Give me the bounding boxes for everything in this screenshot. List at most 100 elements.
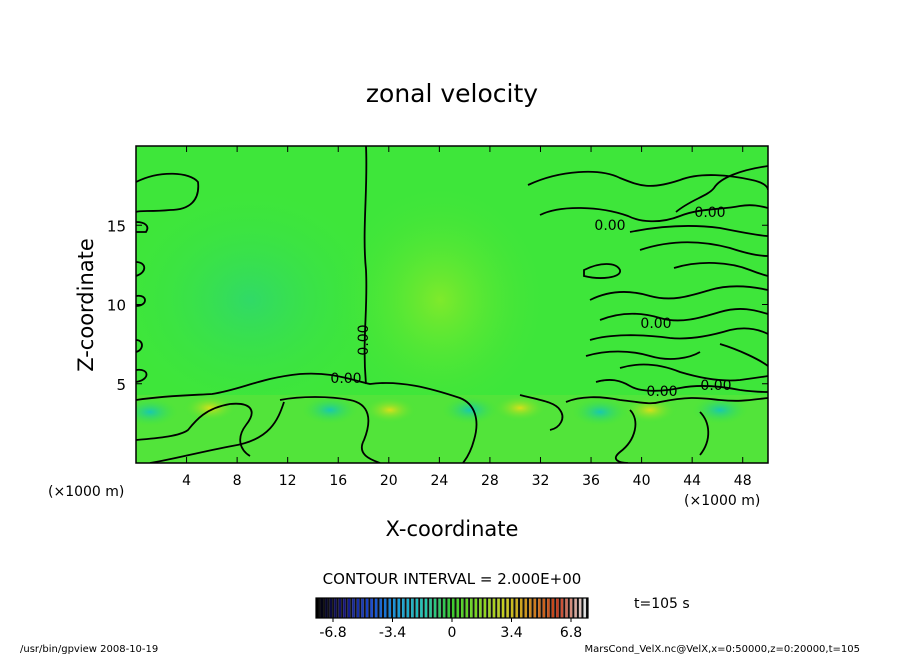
contour-line: [619, 363, 768, 382]
colorbar-cell: [343, 598, 346, 618]
contour-line: [675, 165, 768, 213]
colorbar-gap: [409, 598, 412, 618]
contour-line: [136, 221, 149, 233]
colorbar-cell: [402, 598, 405, 618]
colorbar-gap: [431, 598, 434, 618]
colorbar-cell: [497, 598, 500, 618]
colorbar-gap: [468, 598, 471, 618]
colorbar-gap: [363, 598, 366, 618]
colorbar-gap: [508, 598, 511, 618]
colorbar-cell: [384, 598, 387, 618]
contour-line: [363, 146, 368, 385]
contour-label: 0.00: [330, 371, 361, 387]
colorbar-gap: [327, 598, 330, 618]
contour-line: [539, 204, 768, 223]
y-axis-label: Z-coordinate: [74, 238, 98, 372]
colorbar-cell: [356, 598, 360, 618]
x-tick-label: 32: [532, 473, 550, 489]
colorbar-cell: [565, 598, 568, 618]
colorbar-gap: [449, 598, 452, 618]
colorbar-cell: [411, 598, 414, 618]
colorbar-cell: [551, 598, 555, 618]
chart-title: zonal velocity: [366, 79, 538, 108]
colorbar-cell: [347, 598, 351, 618]
contour-line: [136, 261, 146, 277]
colorbar-gap: [536, 598, 539, 618]
colorbar-gap: [585, 598, 588, 618]
colorbar-cell: [338, 598, 342, 618]
contour-line: [136, 172, 200, 213]
x-tick-label: 16: [329, 473, 347, 489]
x-tick-label: 20: [380, 473, 398, 489]
colorbar-gap: [436, 598, 439, 618]
colorbar-gap: [413, 598, 416, 618]
colorbar-gap: [581, 598, 584, 618]
colorbar-cell: [397, 598, 401, 618]
contour-line: [639, 241, 768, 257]
colorbar-gap: [350, 598, 353, 618]
colorbar-cell: [424, 598, 428, 618]
colorbar-gap: [481, 598, 484, 618]
colorbar-tick-label: 6.8: [560, 625, 582, 641]
colorbar-cell: [329, 598, 333, 618]
x-tick-label: 44: [683, 473, 701, 489]
colorbar: -6.8 -3.4 0 3.4 6.8: [315, 597, 589, 641]
colorbar-gap: [386, 598, 389, 618]
contour-line: [519, 394, 564, 431]
colorbar-gap: [554, 598, 557, 618]
colorbar-gap: [549, 598, 552, 618]
colorbar-gap: [490, 598, 493, 618]
colorbar-cell: [429, 598, 432, 618]
colorbar-gap: [418, 598, 421, 618]
colorbar-cell: [388, 598, 392, 618]
colorbar-gap: [540, 598, 543, 618]
contour-line: [719, 343, 768, 367]
colorbar-gap: [563, 598, 566, 618]
contour-line: [595, 379, 768, 393]
colorbar-gap: [354, 598, 357, 618]
contour-line: [279, 396, 381, 463]
colorbar-gap: [513, 598, 516, 618]
colorbar-gap: [372, 598, 375, 618]
colorbar-gap: [486, 598, 489, 618]
contour-line: [565, 396, 768, 405]
colorbar-gap: [531, 598, 534, 618]
colorbar-cell: [433, 598, 437, 618]
colorbar-cell: [325, 598, 328, 618]
contour-label: 0.00: [646, 384, 677, 400]
x-tick-label: 36: [582, 473, 600, 489]
colorbar-cell: [461, 598, 464, 618]
colorbar-cell: [415, 598, 419, 618]
colorbar-gap: [341, 598, 344, 618]
colorbar-tick-label: 3.4: [500, 625, 522, 641]
colorbar-cell: [569, 598, 573, 618]
colorbar-gap: [345, 598, 348, 618]
contour-label: 0.00: [640, 316, 671, 332]
contour-label: 0.00: [356, 324, 372, 355]
contour-line: [699, 411, 710, 456]
colorbar-cell: [533, 598, 537, 618]
colorbar-cell: [547, 598, 550, 618]
colorbar-gap: [545, 598, 548, 618]
colorbar-gap: [576, 598, 579, 618]
colorbar-cell: [574, 598, 577, 618]
colorbar-cell: [483, 598, 487, 618]
x-axis-label: X-coordinate: [386, 517, 519, 541]
colorbar-cell: [501, 598, 505, 618]
contour-line: [589, 285, 768, 301]
colorbar-cell: [374, 598, 378, 618]
colorbar-cell: [506, 598, 509, 618]
colorbar-cell: [365, 598, 369, 618]
colorbar-gap: [477, 598, 480, 618]
colorbar-gap: [472, 598, 475, 618]
colorbar-cell: [510, 598, 514, 618]
colorbar-gap: [323, 598, 326, 618]
x-tick-label: 48: [734, 473, 752, 489]
colorbar-gap: [445, 598, 448, 618]
colorbar-gap: [422, 598, 425, 618]
y-axis: 5 10 15: [107, 217, 768, 394]
colorbar-gap: [572, 598, 575, 618]
footer-right: MarsCond_VelX.nc@VelX,x=0:50000,z=0:2000…: [584, 644, 860, 654]
x-tick-label: 8: [233, 473, 242, 489]
